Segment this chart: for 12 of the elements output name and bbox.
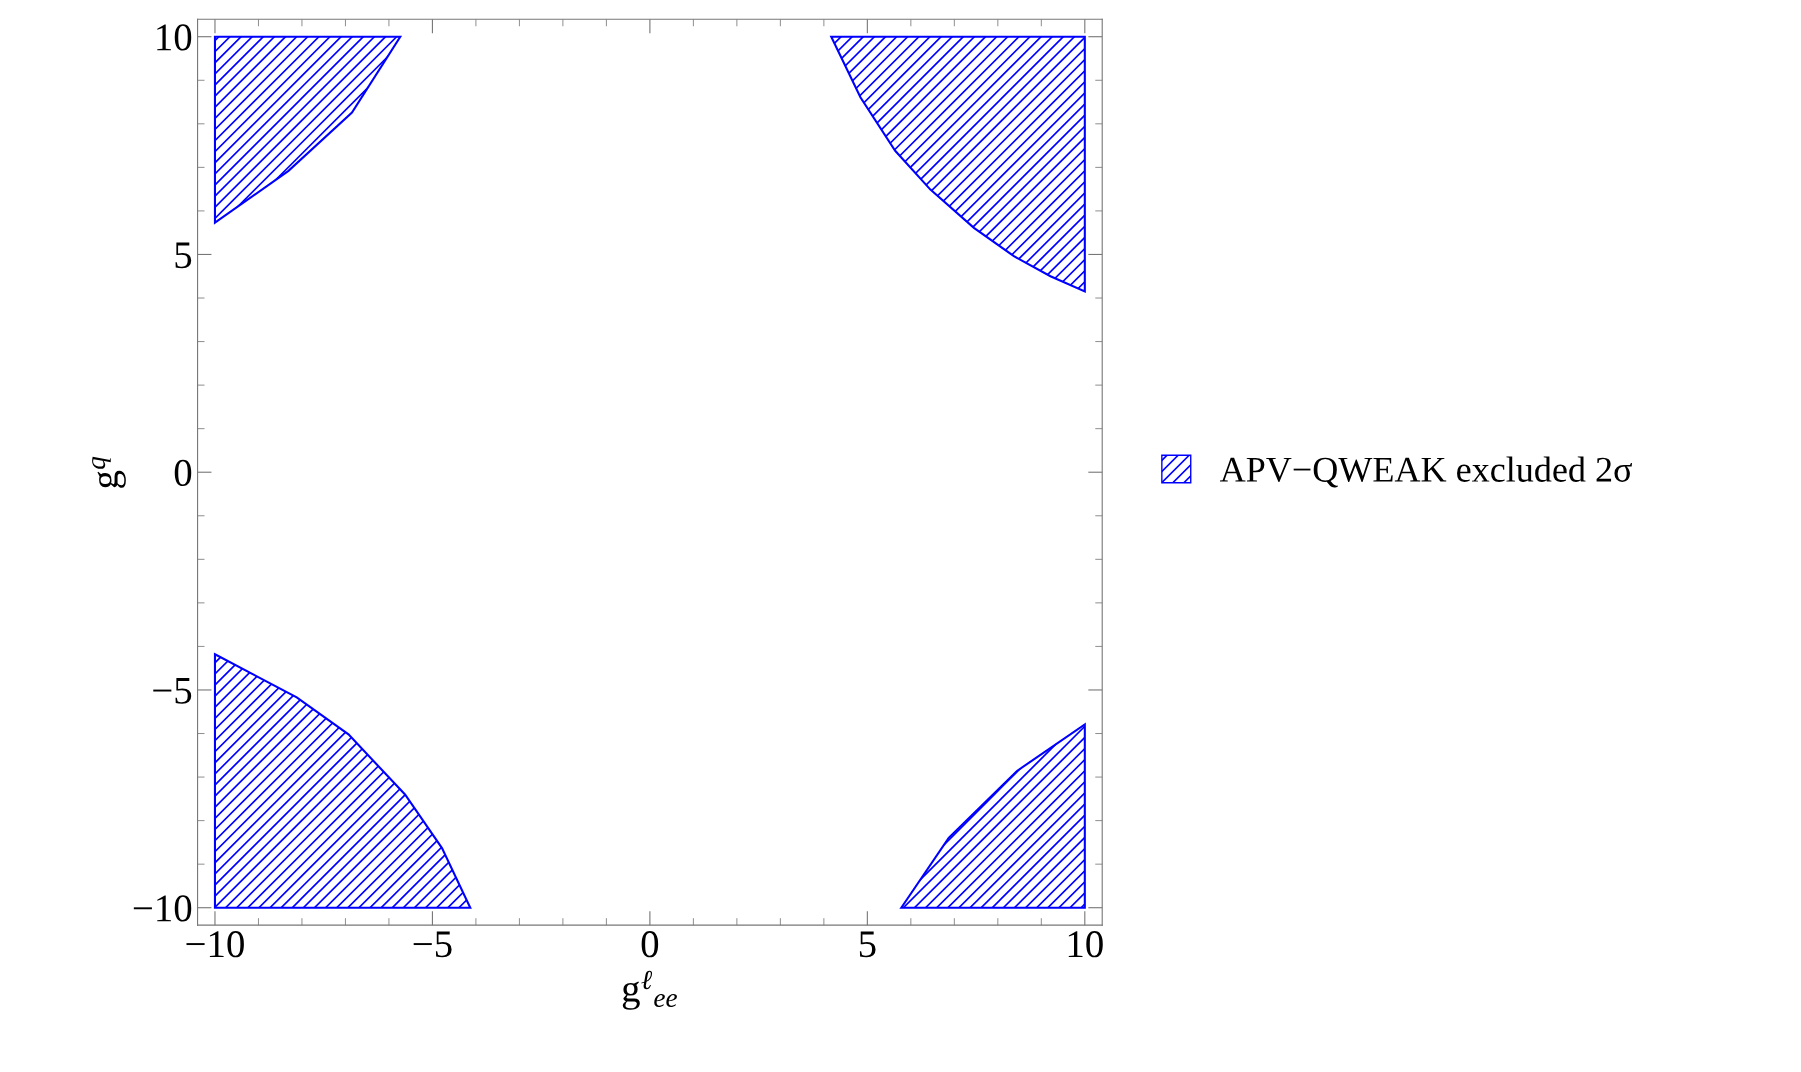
y-tick-label: 10 bbox=[157, 24, 192, 51]
y-tick-label: 5 bbox=[175, 242, 192, 269]
y-tick-label: −5 bbox=[153, 677, 192, 704]
y-axis-title: g$^{q}$ bbox=[92, 456, 126, 488]
legend-label: APV−QWEAK excluded 2σ bbox=[1219, 456, 1632, 488]
x-tick-label: 10 bbox=[1068, 931, 1103, 958]
y-tick-label: 0 bbox=[174, 459, 192, 487]
x-tick-label: 5 bbox=[859, 931, 876, 958]
x-tick-label: −5 bbox=[413, 931, 452, 958]
x-axis-title: g$^{ℓ}$$_{ee}$ bbox=[622, 970, 677, 1010]
y-tick-label: −10 bbox=[133, 895, 192, 922]
x-tick-label: 0 bbox=[641, 931, 659, 958]
